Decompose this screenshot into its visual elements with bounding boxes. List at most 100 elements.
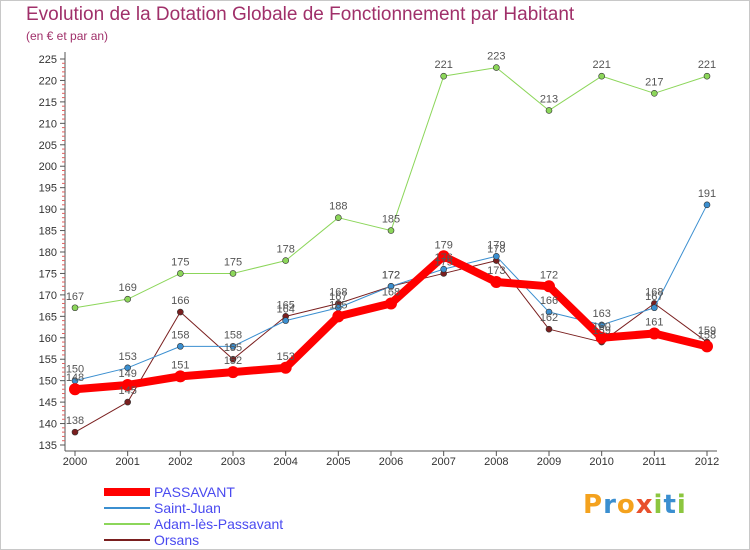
data-label: 158 [224, 329, 242, 341]
chart-subtitle: (en € et par an) [26, 29, 109, 43]
y-tick-label: 220 [39, 75, 57, 87]
logo-letter: o [616, 490, 636, 520]
legend-item: PASSAVANT [104, 484, 283, 500]
data-label: 164 [276, 304, 294, 316]
y-tick-label: 145 [39, 397, 57, 409]
data-label: 173 [487, 265, 505, 277]
logo-letter: i [676, 490, 687, 520]
data-point [174, 370, 187, 383]
data-label: 175 [171, 256, 189, 268]
data-label: 178 [276, 244, 294, 256]
data-label: 175 [224, 256, 242, 268]
x-tick-label: 2003 [221, 456, 245, 468]
data-label: 165 [276, 299, 294, 311]
y-tick-label: 200 [39, 161, 57, 173]
data-label: 158 [171, 329, 189, 341]
data-label: 179 [487, 239, 505, 251]
data-point [279, 361, 292, 374]
data-point [543, 280, 555, 293]
y-tick-label: 195 [39, 183, 57, 195]
data-point [335, 214, 342, 221]
data-label: 221 [698, 59, 716, 71]
logo-letter: x [635, 490, 654, 520]
data-label: 150 [66, 364, 84, 376]
data-label: 159 [592, 325, 610, 337]
data-label: 153 [276, 351, 294, 363]
y-tick-label: 160 [39, 333, 57, 345]
x-tick-label: 2009 [537, 456, 561, 468]
data-point [177, 308, 184, 316]
data-point [385, 297, 397, 310]
y-tick-label: 180 [39, 247, 57, 259]
y-tick-label: 135 [39, 440, 57, 452]
data-label: 153 [118, 351, 136, 363]
data-label: 168 [329, 286, 347, 298]
y-tick-label: 170 [39, 290, 57, 302]
data-label: 191 [698, 188, 716, 200]
data-label: 176 [434, 252, 452, 264]
data-point [490, 276, 503, 289]
x-tick-label: 2008 [484, 456, 508, 468]
legend-item: Adam-lès-Passavant [104, 516, 283, 532]
data-point [124, 364, 131, 372]
data-label: 172 [382, 269, 400, 281]
chart-legend: PASSAVANT Saint-Juan Adam-lès-Passavant Ors… [104, 484, 283, 548]
data-point [124, 398, 131, 406]
data-label: 213 [540, 93, 558, 105]
data-label: 178 [487, 244, 505, 256]
data-label: 172 [540, 269, 558, 281]
data-label: 152 [224, 355, 242, 367]
data-label: 148 [66, 372, 84, 384]
data-point [387, 283, 395, 290]
logo-letter: r [603, 490, 617, 520]
data-point [177, 343, 184, 350]
data-label: 172 [382, 269, 400, 281]
data-label: 188 [329, 201, 347, 213]
logo-letter: P [583, 490, 604, 520]
legend-label: Saint-Juan [154, 500, 221, 516]
data-point [69, 383, 81, 396]
data-label: 159 [698, 325, 716, 337]
data-point [651, 90, 658, 97]
y-tick-label: 165 [39, 311, 57, 323]
x-tick-label: 2005 [326, 456, 350, 468]
data-label: 158 [698, 329, 716, 341]
data-label: 167 [66, 291, 84, 303]
data-point [332, 310, 345, 323]
data-point [598, 72, 605, 80]
data-point [124, 295, 131, 303]
y-tick-label: 155 [39, 354, 57, 366]
logo-letter: t [663, 490, 677, 520]
data-point [703, 72, 711, 80]
series-passavant [69, 250, 713, 396]
data-label: 217 [645, 76, 663, 88]
data-label: 145 [118, 385, 136, 397]
data-point [177, 270, 184, 277]
data-point [440, 265, 447, 273]
y-tick-label: 205 [39, 140, 57, 152]
data-label: 175 [434, 256, 452, 268]
data-label: 167 [329, 291, 347, 303]
data-label: 162 [540, 312, 558, 324]
x-tick-label: 2000 [63, 456, 87, 468]
data-label: 161 [645, 316, 663, 328]
x-tick-label: 2011 [643, 456, 667, 468]
data-label: 168 [382, 286, 400, 298]
y-tick-label: 210 [39, 118, 57, 130]
data-label: 138 [66, 415, 84, 427]
data-point [440, 72, 447, 80]
proxiti-logo: Proxiti [583, 490, 687, 520]
data-label: 149 [118, 368, 136, 380]
data-point [227, 366, 239, 379]
data-point [282, 257, 289, 264]
y-tick-label: 185 [39, 226, 57, 238]
y-tick-label: 215 [39, 97, 57, 109]
data-point [545, 107, 553, 114]
data-label: 165 [329, 299, 347, 311]
data-point [598, 321, 605, 329]
x-tick-label: 2001 [115, 456, 139, 468]
data-point [703, 201, 711, 209]
chart-title: Evolution de la Dotation Globale de Fonc… [26, 4, 575, 25]
legend-swatch [104, 488, 150, 496]
